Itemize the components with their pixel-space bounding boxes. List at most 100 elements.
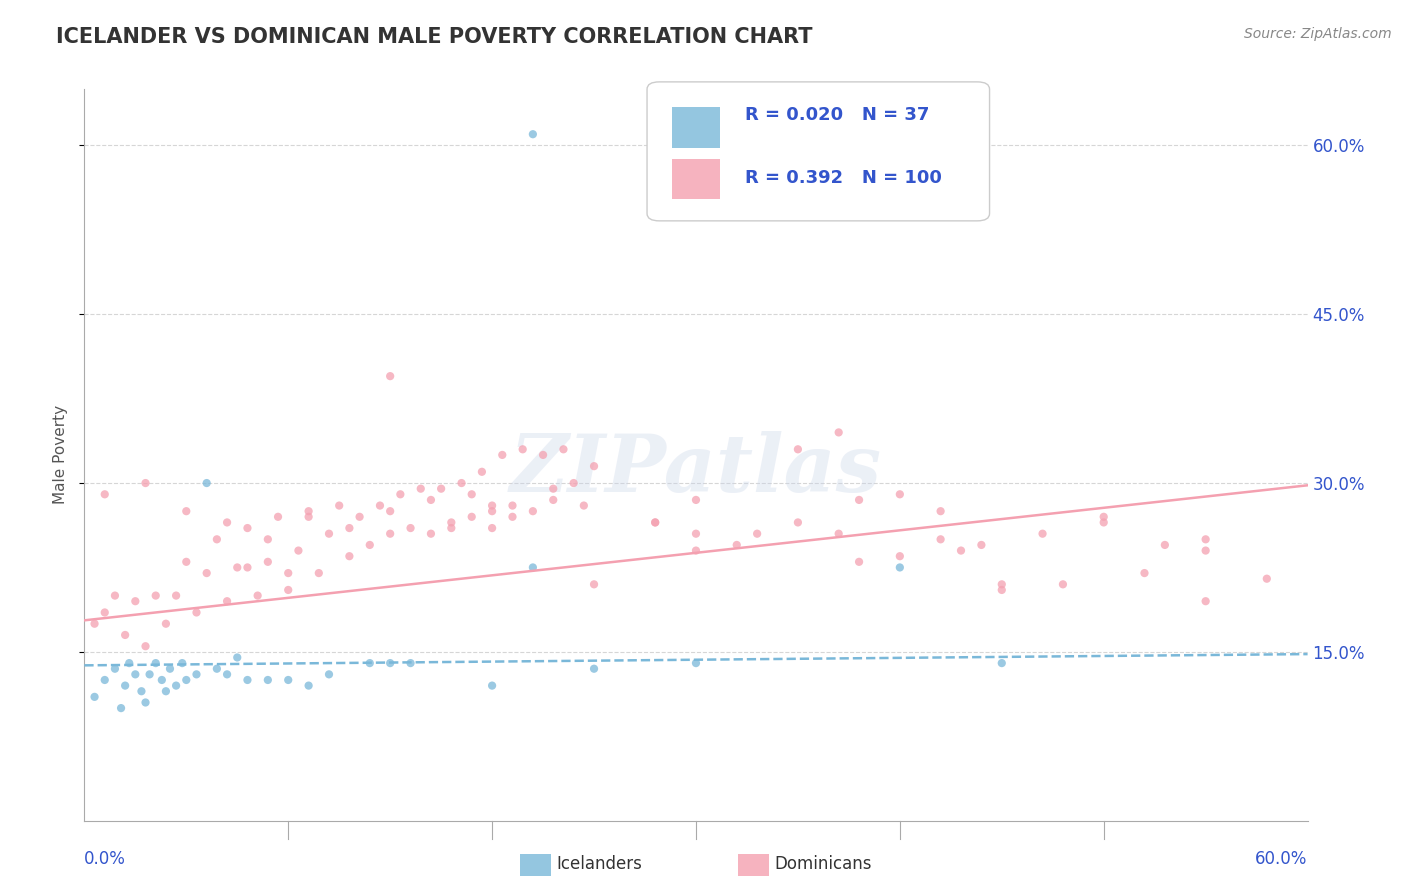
Point (471, 465, 494, 479)
Point (298, 509, 321, 524)
Point (1133, 566, 1156, 580)
Text: Icelanders: Icelanders (557, 855, 643, 873)
Point (409, 482, 432, 496)
Point (380, 504, 402, 518)
Point (461, 509, 484, 524)
Point (114, 628, 136, 642)
Point (186, 606, 208, 620)
Point (502, 499, 524, 513)
Point (747, 526, 769, 541)
Point (131, 684, 153, 698)
Point (440, 521, 463, 535)
Point (389, 487, 412, 501)
Point (176, 673, 198, 687)
Point (420, 526, 443, 541)
Point (502, 509, 524, 524)
Point (461, 487, 484, 501)
Point (1256, 572, 1278, 586)
Point (298, 679, 321, 693)
Point (195, 566, 218, 580)
Point (1092, 516, 1115, 530)
Point (93, 673, 117, 687)
Point (828, 425, 851, 440)
Point (481, 499, 503, 513)
Point (685, 526, 707, 541)
Point (145, 589, 167, 603)
Point (155, 616, 177, 631)
Point (277, 673, 299, 687)
Point (217, 516, 239, 530)
Point (685, 492, 707, 507)
Point (531, 448, 554, 462)
Text: ICELANDER VS DOMINICAN MALE POVERTY CORRELATION CHART: ICELANDER VS DOMINICAN MALE POVERTY CORR… (56, 27, 813, 46)
Point (1195, 594, 1218, 608)
Point (685, 656, 707, 670)
Point (150, 673, 173, 687)
Point (1092, 509, 1115, 524)
Point (562, 476, 585, 491)
Point (929, 504, 952, 518)
Point (226, 650, 249, 665)
Point (481, 504, 503, 518)
Point (339, 549, 361, 564)
Point (848, 492, 870, 507)
Point (991, 582, 1014, 597)
Point (195, 476, 218, 491)
Point (339, 521, 361, 535)
FancyBboxPatch shape (672, 108, 720, 148)
Point (848, 555, 870, 569)
Point (512, 442, 534, 457)
Text: R = 0.392   N = 100: R = 0.392 N = 100 (745, 169, 942, 187)
Point (165, 679, 187, 693)
Point (522, 127, 544, 141)
Point (205, 533, 228, 547)
Point (287, 543, 309, 558)
Point (553, 442, 575, 457)
Point (124, 594, 146, 608)
Point (159, 662, 181, 676)
Point (236, 521, 259, 535)
Point (118, 656, 141, 670)
Point (172, 656, 194, 670)
Point (277, 566, 299, 580)
Point (267, 509, 290, 524)
Point (991, 656, 1014, 670)
Point (298, 504, 321, 518)
Point (328, 499, 350, 513)
Point (124, 667, 146, 681)
Point (217, 667, 239, 681)
Point (104, 662, 127, 676)
Point (349, 509, 371, 524)
Point (359, 656, 381, 670)
Y-axis label: Male Poverty: Male Poverty (52, 405, 67, 505)
Point (257, 555, 280, 569)
Point (257, 533, 280, 547)
Point (583, 662, 606, 676)
Point (481, 521, 503, 535)
Point (104, 589, 127, 603)
Point (368, 499, 391, 513)
FancyBboxPatch shape (672, 159, 720, 199)
Point (543, 492, 565, 507)
Point (644, 516, 666, 530)
Point (787, 516, 810, 530)
Point (308, 566, 330, 580)
Point (83, 616, 105, 631)
Point (491, 448, 513, 462)
Point (430, 482, 453, 496)
Point (970, 538, 993, 552)
Point (991, 577, 1014, 591)
Point (522, 504, 544, 518)
Point (380, 656, 402, 670)
Point (420, 492, 443, 507)
Point (83, 690, 105, 704)
Point (685, 543, 707, 558)
Point (226, 560, 249, 574)
Point (950, 543, 973, 558)
Point (236, 673, 259, 687)
Point (93, 487, 117, 501)
Point (440, 516, 463, 530)
Text: 60.0%: 60.0% (1256, 850, 1308, 868)
Point (205, 662, 228, 676)
Point (186, 667, 208, 681)
